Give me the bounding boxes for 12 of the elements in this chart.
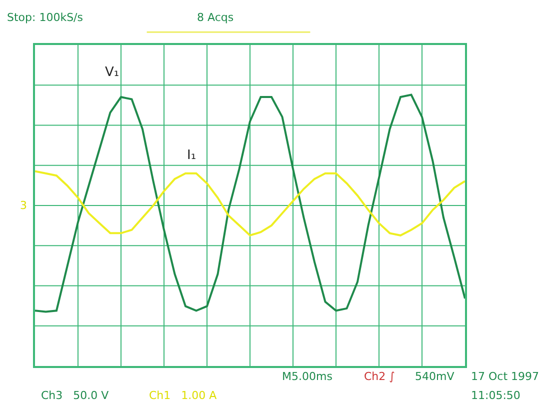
text: 540mV	[415, 370, 455, 383]
text: M5.00ms	[282, 370, 333, 383]
text: 17 Oct 1997	[471, 370, 540, 383]
text: Ch3 50.0 V	[41, 389, 110, 402]
text: 11:05:50	[471, 389, 520, 402]
text: 8 Acqs	[197, 11, 234, 24]
text: Stop: 100kS/s	[7, 11, 84, 24]
text: Ch1 1.00 A	[149, 389, 218, 402]
text: 3	[20, 199, 27, 212]
text: Ch2 ∫	[364, 370, 396, 383]
series-label: I₁	[187, 148, 196, 163]
series-label: V₁	[105, 65, 120, 80]
